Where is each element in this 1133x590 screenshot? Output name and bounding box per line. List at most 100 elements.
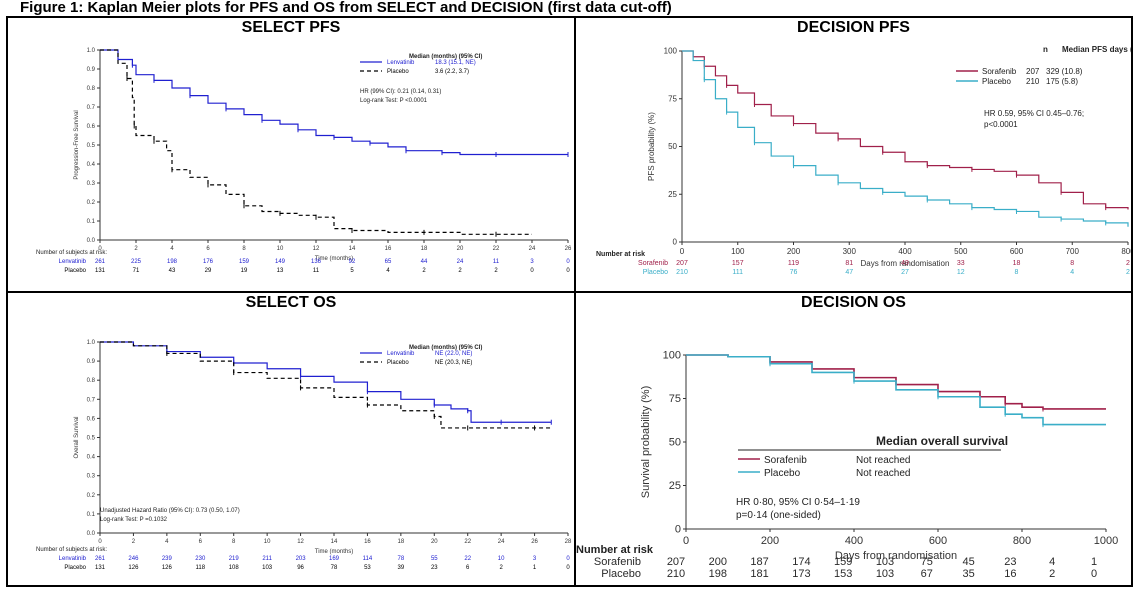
x-tick-label: 18 [421,246,428,252]
risk-row-label: Lenvatinib [59,556,87,562]
risk-value: 53 [364,565,371,571]
y-tick-label: 0.7 [87,397,96,403]
risk-value: 11 [493,259,500,265]
note-text: Log-rank Test: P <0.0001 [360,98,428,104]
legend-stat: 18.3 (15.1, NE) [435,60,476,66]
risk-value: 76 [790,269,798,276]
y-tick-label: 1.0 [87,340,96,346]
x-tick-label: 20 [457,246,464,252]
x-axis-label: Time (months) [315,549,353,555]
chart-select-os: 0.00.10.20.30.40.50.60.70.80.91.00 2 4 6 8 10… [36,340,572,571]
legend-n: 207 [1026,67,1040,76]
grid-divider-vertical [574,16,576,587]
x-tick-label: 0 [98,539,102,545]
panel-decision-os: DECISION OS 0 25 50 75 100 0 200 400 600 800 1000 D… [576,293,1131,585]
risk-value: 0 [566,259,570,265]
y-tick-label: 0.0 [87,238,96,244]
risk-value: 12 [957,269,965,276]
y-tick-label: 0.9 [87,67,96,73]
x-tick-label: 22 [493,246,500,252]
x-tick-label: 18 [398,539,405,545]
x-axis-label: Days from randomisation [835,550,957,562]
risk-value: 47 [845,269,853,276]
x-tick-label: 1000 [1094,535,1118,547]
risk-value: 27 [901,269,909,276]
risk-value: 78 [398,556,405,562]
y-tick-label: 0.8 [87,378,96,384]
risk-row-label: Sorafenib [594,556,641,568]
risk-value: 8 [1015,269,1019,276]
risk-row-label: Placebo [64,268,86,274]
series-line-placebo [100,341,552,429]
series-line-lenvatinib [100,49,568,156]
risk-row-label: Lenvatinib [59,259,87,265]
x-tick-label: 0 [680,247,685,256]
risk-value: 6 [466,565,470,571]
x-tick-label: 600 [1010,247,1024,256]
chart-select-pfs: 0.00.10.20.30.40.50.60.70.80.91.00 2 4 6 8 10… [36,48,572,274]
risk-value: 2 [1126,260,1130,267]
risk-value: 33 [957,260,965,267]
x-tick-label: 26 [531,539,538,545]
risk-value: 173 [792,568,810,580]
y-tick-label: 25 [668,190,677,199]
risk-value: 75 [921,556,933,568]
series-line-placebo [682,50,1129,227]
risk-value: 103 [262,565,273,571]
grid-divider-horizontal [6,291,1133,293]
note-text: Unadjusted Hazard Ratio (95% CI): 0.73 (… [100,508,240,514]
risk-header: Number of subjects at risk: [36,547,107,553]
x-tick-label: 600 [929,535,947,547]
panel-title: DECISION PFS [797,19,910,36]
legend-label: Placebo [982,77,1011,86]
legend-stat: NE (22.0, NE) [435,351,472,357]
risk-value: 159 [239,259,250,265]
x-tick-label: 22 [464,539,471,545]
risk-value: 103 [876,568,894,580]
risk-value: 19 [241,268,248,274]
risk-value: 0 [566,268,570,274]
x-tick-label: 100 [731,247,745,256]
risk-value: 111 [732,269,743,276]
legend-label: Placebo [764,468,801,479]
risk-header: Number at risk [576,544,654,556]
note-text: HR 0.59, 95% CI 0.45–0.76; [984,109,1084,118]
panel-title: SELECT OS [245,294,337,311]
x-tick-label: 700 [1066,247,1080,256]
x-tick-label: 28 [565,539,572,545]
risk-value: 2 [499,565,503,571]
risk-value: 210 [667,568,685,580]
y-tick-label: 0.1 [87,512,96,518]
series-line-placebo [686,354,1106,426]
risk-value: 43 [169,268,176,274]
risk-value: 23 [431,565,438,571]
risk-value: 3 [530,259,534,265]
x-tick-label: 300 [843,247,857,256]
x-tick-label: 400 [898,247,912,256]
y-axis-label: Survival probability (%) [640,386,652,498]
x-tick-label: 8 [232,539,236,545]
risk-value: 23 [1004,556,1016,568]
x-tick-label: 4 [170,246,174,252]
risk-value: 114 [363,556,373,562]
x-tick-label: 800 [1121,247,1131,256]
y-tick-label: 0.4 [87,455,96,461]
risk-value: 118 [195,565,205,571]
note-text: HR 0·80, 95% CI 0·54–1·19 [736,497,860,508]
risk-value: 239 [162,556,173,562]
y-tick-label: 0.6 [87,416,96,422]
risk-row-label: Placebo [601,568,641,580]
y-tick-label: 0.8 [87,86,96,92]
risk-value: 44 [421,259,428,265]
y-tick-label: 0.1 [87,219,96,225]
x-tick-label: 14 [331,539,338,545]
risk-value: 71 [133,268,140,274]
risk-header: Number at risk [596,251,645,258]
x-tick-label: 200 [787,247,801,256]
risk-value: 230 [195,556,206,562]
y-axis-label: Overall Survival [74,416,80,458]
risk-value: 261 [95,259,106,265]
y-tick-label: 50 [668,142,677,151]
x-tick-label: 10 [277,246,284,252]
